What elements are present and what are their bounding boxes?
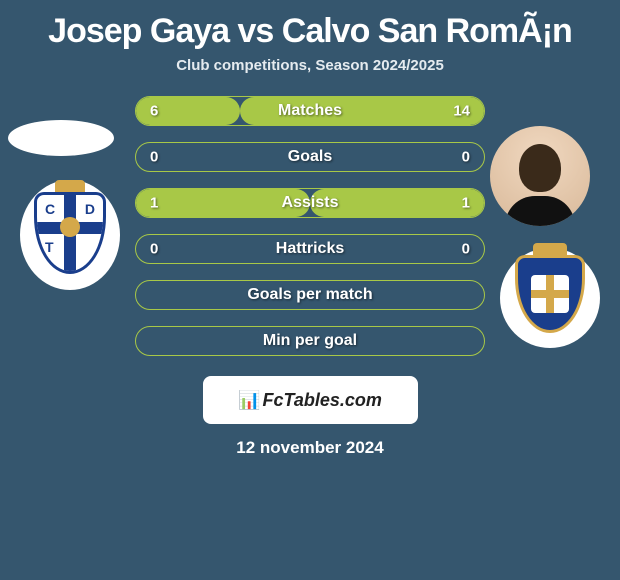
stat-value-left: 6 xyxy=(150,103,158,120)
stat-value-left: 0 xyxy=(150,149,158,166)
stat-value-right: 0 xyxy=(462,149,470,166)
stat-label: Min per goal xyxy=(263,332,357,350)
player-left-photo xyxy=(8,120,114,156)
stat-row: 6 14 Matches xyxy=(135,96,485,126)
page-title: Josep Gaya vs Calvo San RomÃ¡n xyxy=(48,12,572,51)
stat-label: Assists xyxy=(282,194,339,212)
stat-value-left: 0 xyxy=(150,241,158,258)
stat-row: 0 0 Hattricks xyxy=(135,234,485,264)
stat-row: Min per goal xyxy=(135,326,485,356)
club-logo-right xyxy=(500,248,600,348)
stat-row: 1 1 Assists xyxy=(135,188,485,218)
brand-label: FcTables.com xyxy=(263,390,382,411)
stat-value-left: 1 xyxy=(150,195,158,212)
stat-value-right: 14 xyxy=(453,103,470,120)
stat-value-right: 1 xyxy=(462,195,470,212)
chart-icon: 📊 xyxy=(238,390,260,411)
stat-fill-right xyxy=(240,97,484,125)
brand-badge[interactable]: 📊 FcTables.com xyxy=(203,376,418,424)
club-logo-left: C D T xyxy=(20,180,120,290)
player-right-photo xyxy=(490,126,590,226)
page-subtitle: Club competitions, Season 2024/2025 xyxy=(176,57,444,74)
stat-row: Goals per match xyxy=(135,280,485,310)
stat-label: Matches xyxy=(278,102,342,120)
oviedo-shield-icon xyxy=(515,255,585,341)
tenerife-shield-icon: C D T xyxy=(34,192,106,278)
stat-label: Hattricks xyxy=(276,240,344,258)
stat-label: Goals per match xyxy=(247,286,372,304)
stat-value-right: 0 xyxy=(462,241,470,258)
stat-label: Goals xyxy=(288,148,332,166)
stat-row: 0 0 Goals xyxy=(135,142,485,172)
date-text: 12 november 2024 xyxy=(236,438,383,458)
